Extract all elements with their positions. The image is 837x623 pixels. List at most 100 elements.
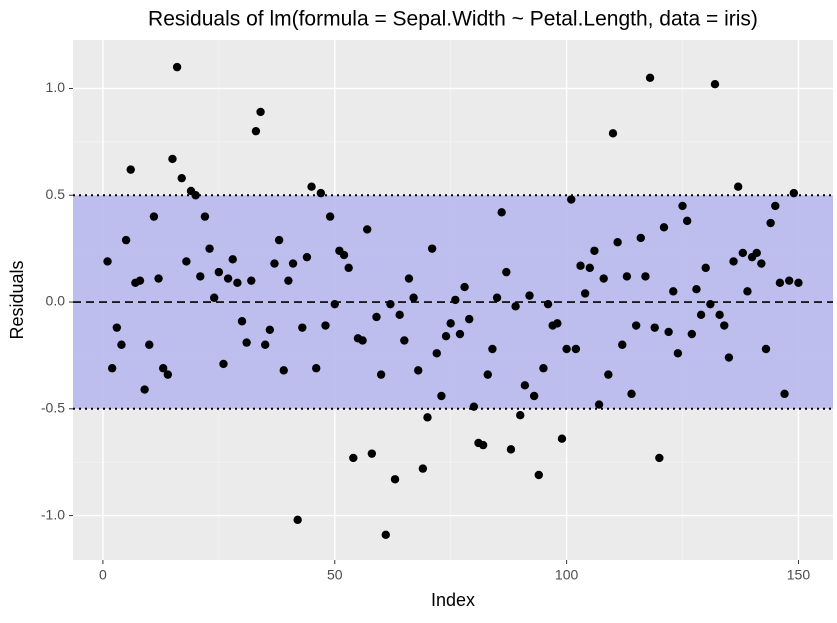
point — [580, 289, 590, 298]
point — [103, 257, 112, 266]
point — [316, 188, 326, 198]
point — [390, 475, 400, 484]
point — [288, 259, 298, 268]
y-tick-label: -0.5 — [41, 400, 65, 416]
point — [256, 107, 265, 117]
point — [279, 366, 288, 375]
point — [604, 370, 613, 379]
point — [312, 364, 321, 373]
point — [158, 364, 168, 373]
point — [265, 325, 275, 334]
point — [274, 235, 284, 245]
point — [182, 257, 191, 266]
point — [172, 62, 182, 72]
point — [251, 126, 261, 136]
point — [720, 321, 729, 330]
point — [497, 208, 506, 217]
point — [594, 400, 604, 409]
point — [214, 267, 224, 277]
point — [284, 276, 293, 285]
point — [752, 248, 761, 258]
point — [738, 248, 748, 258]
point — [418, 464, 428, 473]
point — [743, 287, 752, 296]
point — [557, 434, 567, 443]
point — [775, 278, 785, 288]
point — [298, 323, 307, 332]
point — [492, 293, 502, 302]
point — [233, 278, 242, 288]
point — [650, 323, 659, 332]
point — [664, 327, 673, 337]
point — [121, 235, 131, 245]
x-tick-label: 50 — [327, 567, 343, 583]
point — [789, 188, 799, 198]
point — [780, 389, 789, 399]
point — [149, 212, 159, 221]
y-axis-label: Residuals — [7, 260, 27, 339]
point — [608, 129, 618, 138]
point — [539, 364, 548, 373]
point — [386, 299, 395, 309]
point — [451, 295, 460, 305]
point — [200, 212, 210, 221]
point — [455, 329, 465, 339]
point — [562, 344, 571, 354]
point — [400, 336, 409, 345]
point — [219, 359, 228, 369]
point — [682, 216, 692, 226]
x-tick-label: 0 — [99, 567, 107, 583]
point — [469, 402, 479, 411]
point — [784, 276, 794, 285]
point — [669, 287, 678, 296]
point — [307, 182, 316, 191]
point — [242, 338, 251, 347]
point — [330, 299, 339, 309]
point — [761, 344, 771, 354]
x-tick-label: 150 — [787, 567, 811, 583]
point — [427, 244, 437, 253]
point — [321, 321, 330, 330]
point — [376, 370, 386, 379]
point — [636, 233, 645, 243]
point — [618, 340, 627, 349]
point — [757, 259, 766, 268]
point — [414, 366, 423, 375]
point — [409, 293, 418, 302]
point — [710, 80, 720, 89]
point — [659, 223, 669, 232]
point — [228, 255, 237, 264]
point — [733, 182, 743, 191]
point — [339, 250, 349, 260]
point — [506, 445, 516, 454]
point — [349, 453, 358, 463]
point — [325, 212, 335, 221]
point — [511, 302, 520, 311]
point — [543, 299, 553, 309]
point — [191, 191, 200, 200]
point — [145, 340, 154, 349]
point — [678, 201, 687, 211]
point — [126, 165, 135, 174]
point — [196, 272, 205, 281]
point — [516, 411, 525, 420]
point — [223, 274, 233, 283]
x-tick-label: 100 — [555, 567, 579, 583]
point — [520, 381, 530, 390]
point — [715, 310, 724, 320]
point — [576, 261, 585, 270]
point — [529, 391, 539, 401]
point — [502, 267, 511, 277]
point — [478, 440, 488, 450]
point — [641, 272, 650, 281]
point — [117, 340, 126, 349]
x-axis-label: Index — [431, 590, 475, 610]
point — [381, 530, 390, 540]
point — [344, 263, 353, 273]
point — [358, 336, 367, 345]
point — [701, 263, 710, 273]
point — [613, 238, 622, 247]
point — [599, 274, 608, 283]
point — [135, 276, 145, 285]
point — [590, 246, 599, 255]
